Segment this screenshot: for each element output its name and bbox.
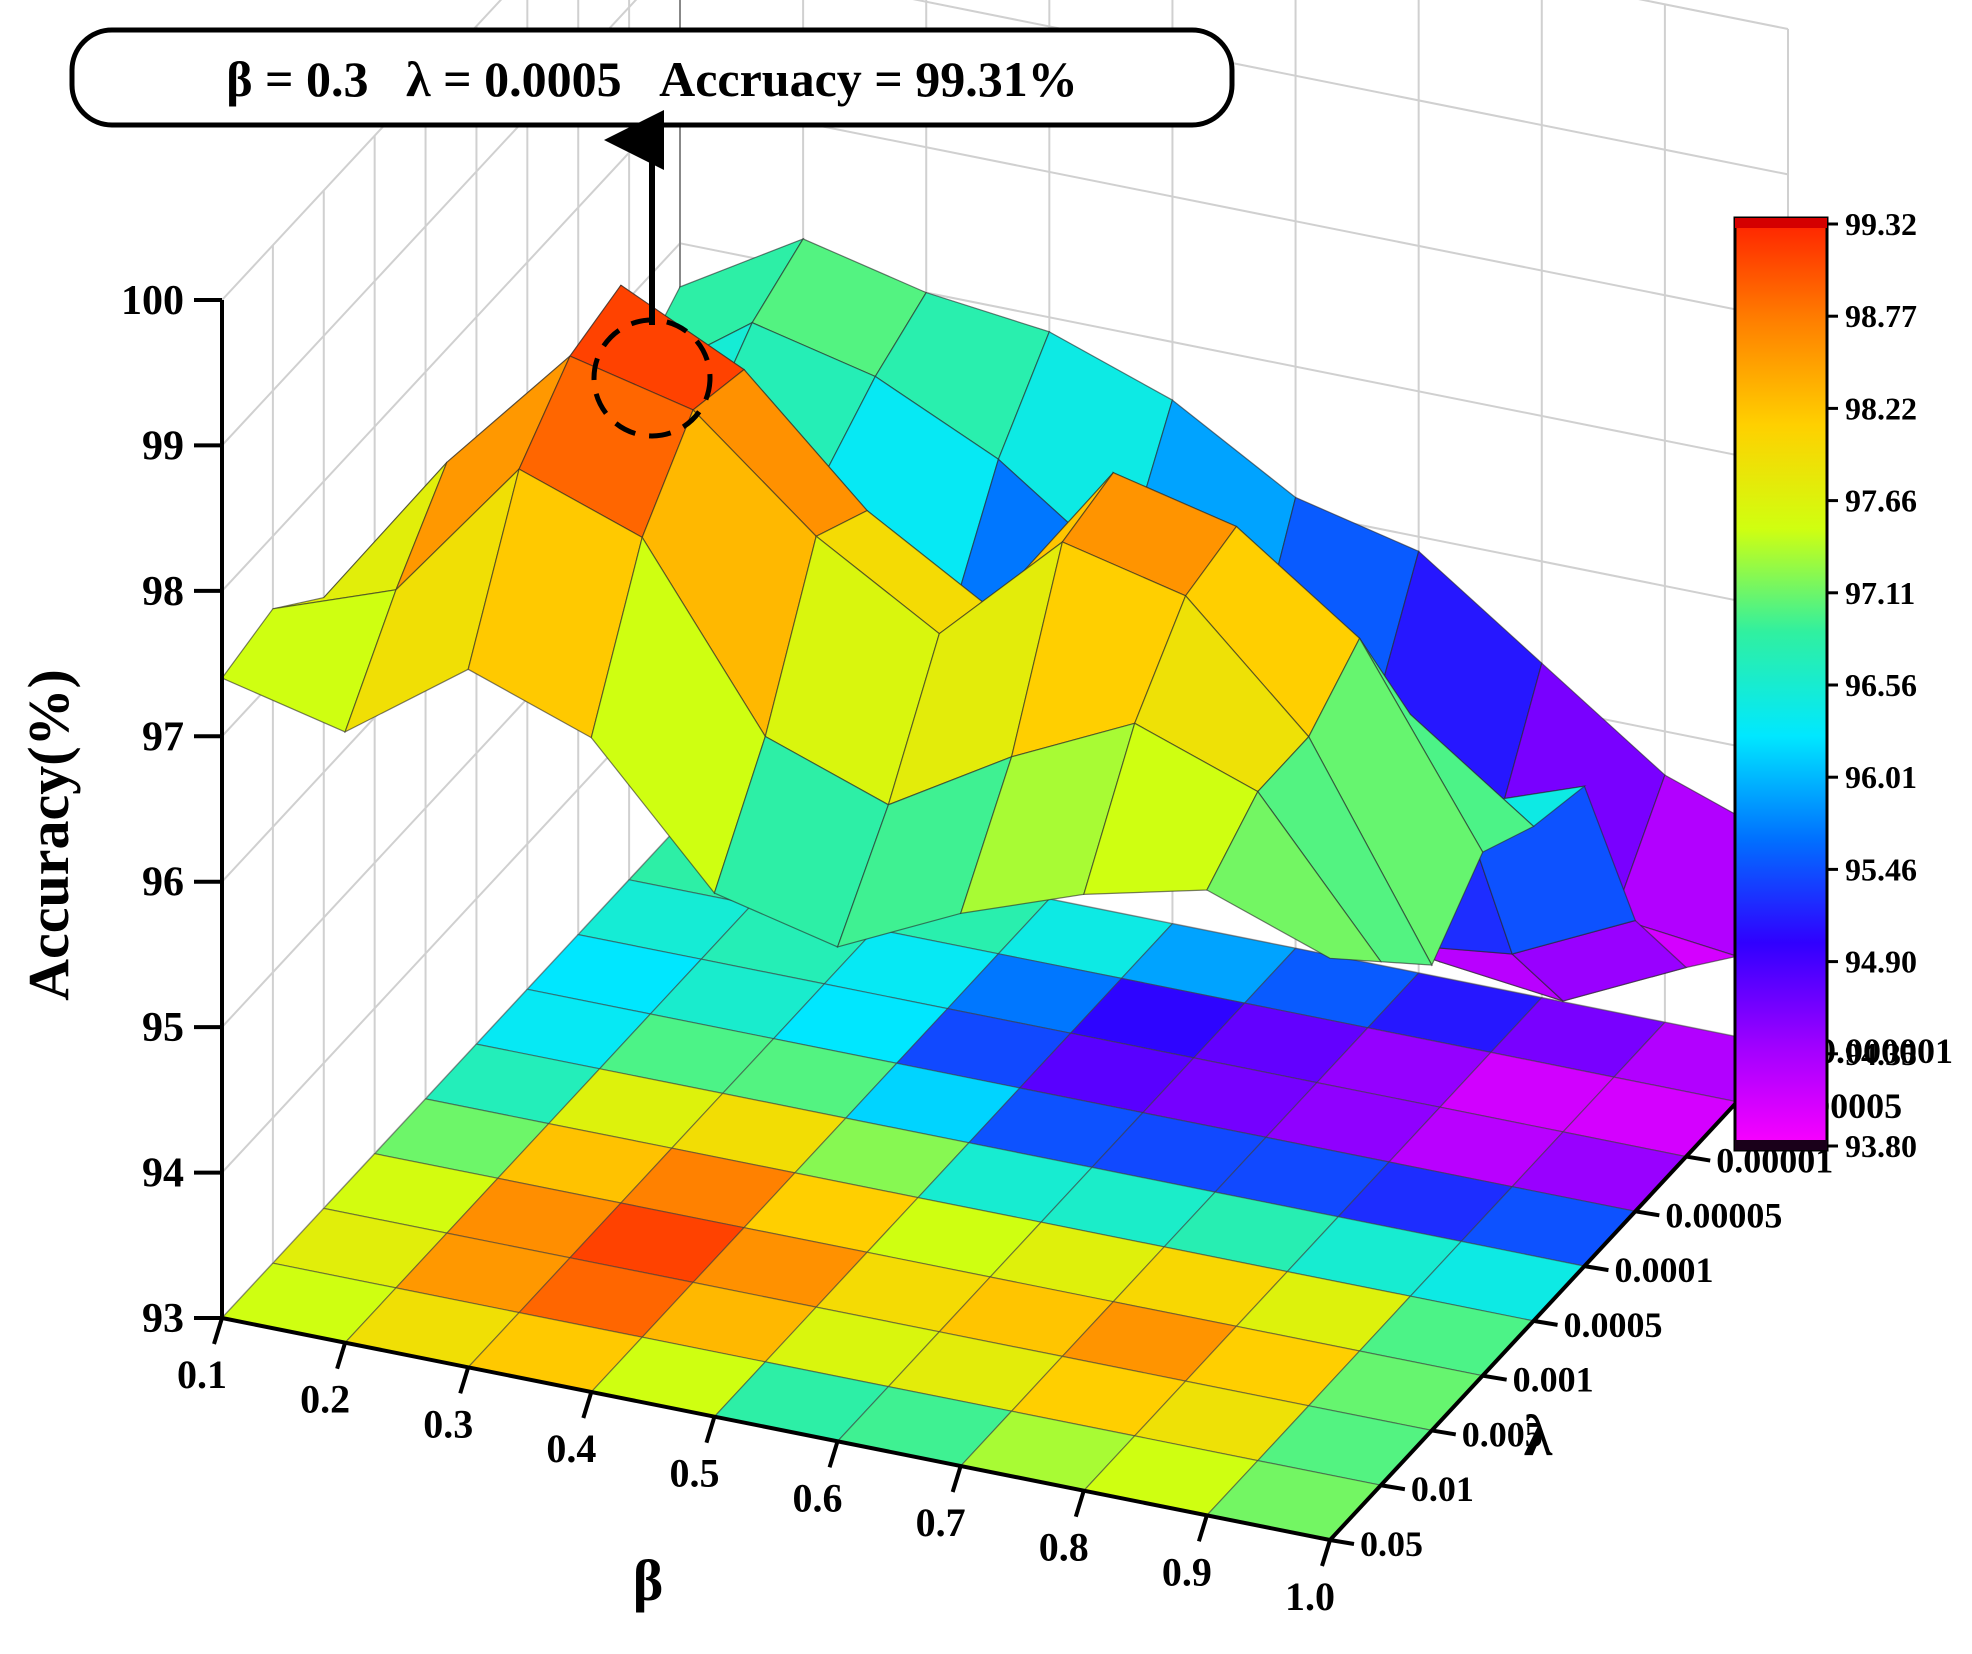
colorbar-label: 94.35 <box>1845 1036 1917 1072</box>
colorbar-label: 98.22 <box>1845 390 1917 426</box>
x-tick <box>1320 1539 1332 1567</box>
z-axis-title: Accuracy(%) <box>16 669 81 1001</box>
y-tick <box>1685 1154 1711 1163</box>
colorbar-label: 97.11 <box>1845 575 1915 611</box>
x-tick <box>1073 1490 1086 1518</box>
x-axis-title: β <box>633 1548 664 1613</box>
x-tick-label: 0.1 <box>177 1352 227 1397</box>
y-tick <box>1533 1318 1558 1327</box>
y-tick-label: 0.005 <box>1462 1414 1543 1454</box>
x-tick <box>212 1317 224 1345</box>
y-axis-title: λ <box>1524 1403 1553 1468</box>
x-tick <box>1196 1514 1209 1542</box>
y-tick <box>1380 1483 1406 1492</box>
colorbar-label: 96.01 <box>1845 759 1917 795</box>
x-tick-label: 0.5 <box>669 1451 719 1496</box>
z-tick-label: 96 <box>142 860 184 906</box>
colorbar-label: 98.77 <box>1845 298 1917 334</box>
y-tick-label: 0.0001 <box>1614 1250 1713 1290</box>
colorbar-label: 93.80 <box>1845 1128 1917 1164</box>
x-tick-label: 0.3 <box>423 1401 473 1446</box>
colorbar-label: 97.66 <box>1845 483 1917 519</box>
x-tick-label: 0.8 <box>1039 1525 1089 1570</box>
x-tick <box>581 1391 594 1419</box>
z-tick-label: 99 <box>142 423 184 469</box>
colorbar-label: 96.56 <box>1845 667 1917 703</box>
z-tick-label: 93 <box>142 1296 184 1342</box>
x-tick-label: 1.0 <box>1285 1574 1335 1619</box>
y-tick-label: 0.0005 <box>1564 1305 1663 1345</box>
z-tick-label: 95 <box>142 1005 184 1051</box>
peak-highlight-circle <box>591 317 713 439</box>
y-tick-label: 0.00005 <box>1665 1195 1782 1235</box>
y-tick-label: 0.001 <box>1513 1360 1594 1400</box>
z-tick-label: 100 <box>121 278 184 324</box>
x-tick <box>458 1366 471 1394</box>
y-tick-label: 0.01 <box>1411 1469 1474 1509</box>
x-tick-label: 0.4 <box>546 1426 596 1471</box>
best-result-callout: β = 0.3 λ = 0.0005 Accruacy = 99.31% <box>69 27 1235 128</box>
colorbar-label: 94.90 <box>1845 944 1917 980</box>
x-tick-label: 0.6 <box>793 1475 843 1520</box>
x-axis-line <box>221 1316 1331 1542</box>
z-tick-label: 97 <box>142 714 184 760</box>
y-axis-line <box>1328 1045 1790 1542</box>
y-tick <box>1635 1209 1660 1218</box>
z-tick-label: 94 <box>142 1151 184 1197</box>
colorbar-ramp <box>1733 216 1829 1152</box>
x-tick <box>335 1342 348 1370</box>
x-tick-label: 0.7 <box>916 1500 966 1545</box>
x-tick-label: 0.9 <box>1162 1549 1212 1594</box>
y-tick-label: 0.05 <box>1360 1524 1423 1564</box>
colorbar-label: 95.46 <box>1845 851 1917 887</box>
callout-text: β = 0.3 λ = 0.0005 Accruacy = 99.31% <box>226 51 1078 107</box>
accuracy-surface <box>221 237 1789 1002</box>
z-tick-label: 98 <box>142 569 184 615</box>
x-tick <box>950 1465 963 1493</box>
colorbar-max-cap <box>1735 218 1827 228</box>
y-tick <box>1584 1264 1609 1273</box>
y-tick <box>1482 1373 1507 1382</box>
y-tick <box>1431 1428 1457 1437</box>
floor-contour-projection <box>220 824 1790 1541</box>
y-tick <box>1329 1538 1355 1546</box>
colorbar: 99.32 98.77 98.22 97.66 97.11 96.56 96.01 95.46… <box>1733 206 1917 1164</box>
x-tick <box>704 1416 717 1444</box>
colorbar-label: 99.32 <box>1845 206 1917 242</box>
y-tick-label: 0.000001 <box>1818 1031 1953 1071</box>
surface-patch <box>1206 790 1383 963</box>
colorbar-min-cap <box>1735 1140 1827 1150</box>
x-tick-label: 0.2 <box>300 1377 350 1422</box>
x-tick <box>827 1440 840 1468</box>
